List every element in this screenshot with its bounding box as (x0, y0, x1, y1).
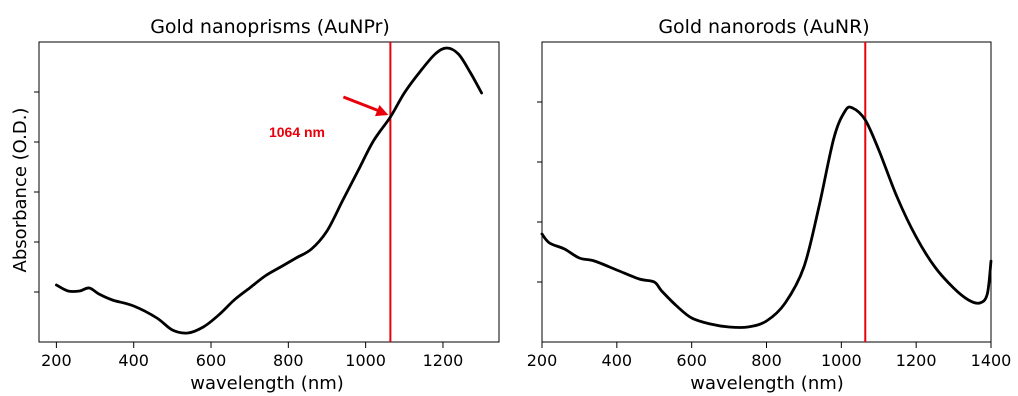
x-tick-label: 1200 (896, 351, 937, 370)
x-tick-label: 1200 (423, 351, 464, 370)
wavelength-annotation: 1064 nm (269, 124, 325, 140)
x-tick-label: 600 (676, 351, 707, 370)
panel-nanoprisms: Gold nanoprisms (AuNPr) Absorbance (O.D.… (10, 16, 500, 394)
annotation-arrow (342, 95, 380, 113)
chart-title: Gold nanoprisms (AuNPr) (150, 16, 390, 38)
x-tick-label: 800 (273, 351, 304, 370)
x-tick-label: 400 (118, 351, 149, 370)
absorbance-curve (540, 105, 993, 329)
x-tick-label: 1400 (971, 351, 1012, 370)
x-tick-label: 200 (41, 351, 72, 370)
x-tick-label: 1000 (821, 351, 862, 370)
x-tick-label: 1000 (345, 351, 386, 370)
chart-title: Gold nanorods (AuNR) (658, 16, 869, 38)
plot-frame (541, 41, 992, 343)
y-axis-label: Absorbance (O.D.) (10, 108, 31, 273)
x-axis-label: wavelength (nm) (190, 373, 344, 394)
panel-nanorods: Gold nanorods (AuNR) wavelength (nm) 200… (527, 16, 1012, 394)
annotation-arrowhead (375, 104, 389, 117)
x-axis-label: wavelength (nm) (690, 373, 844, 394)
x-tick-label: 800 (751, 351, 782, 370)
absorbance-curve (55, 46, 483, 335)
x-tick-label: 400 (602, 351, 633, 370)
x-tick-label: 200 (527, 351, 558, 370)
x-tick-label: 600 (196, 351, 227, 370)
